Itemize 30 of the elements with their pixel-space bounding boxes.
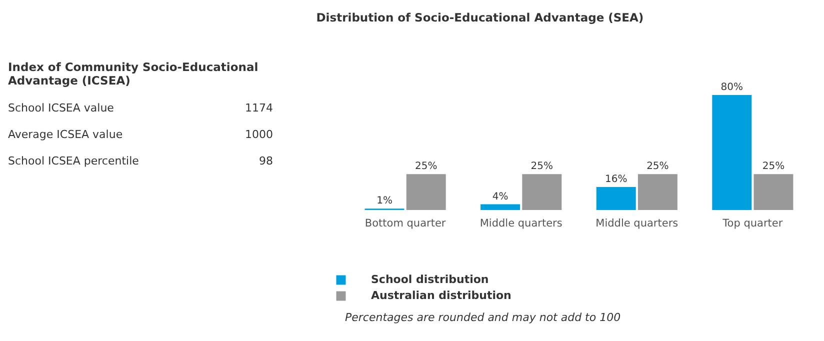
data-label: 25% bbox=[762, 161, 785, 172]
legend-label: School distribution bbox=[371, 273, 489, 286]
x-tick-label: Middle quarters bbox=[596, 218, 678, 230]
text: 1174 bbox=[245, 101, 273, 114]
bar bbox=[712, 95, 752, 210]
x-tick-label: Middle quarters bbox=[480, 218, 562, 230]
text: 1000 bbox=[245, 128, 273, 141]
data-label: 16% bbox=[604, 174, 628, 185]
data-label: 25% bbox=[414, 161, 438, 172]
text: 98 bbox=[259, 154, 273, 168]
text: Index of Community Socio-Educational Advantage (ICSEA) bbox=[8, 60, 258, 88]
data-label: 4% bbox=[492, 191, 508, 202]
x-tick-label: Top quarter bbox=[722, 218, 784, 230]
bar bbox=[406, 174, 446, 210]
text: School ICSEA value bbox=[8, 101, 114, 114]
bar bbox=[754, 174, 794, 210]
bar bbox=[522, 174, 562, 210]
legend-label: Australian distribution bbox=[371, 289, 512, 302]
bar bbox=[596, 187, 636, 210]
bar bbox=[480, 204, 520, 210]
data-label: 25% bbox=[530, 161, 554, 172]
data-label: 80% bbox=[720, 82, 744, 93]
x-tick-label: Bottom quarter bbox=[364, 218, 446, 230]
text: Percentages are rounded and may not add to 100 bbox=[345, 311, 621, 324]
data-label: 1% bbox=[376, 196, 392, 207]
text: School ICSEA percentile bbox=[8, 154, 140, 168]
text: Average ICSEA value bbox=[8, 128, 123, 141]
bar bbox=[638, 174, 678, 210]
data-label: 25% bbox=[646, 161, 669, 172]
chart-title: Distribution of Socio-Educational Advantage (SEA) bbox=[316, 10, 644, 24]
